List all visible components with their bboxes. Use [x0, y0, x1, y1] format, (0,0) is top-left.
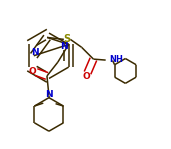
- Text: N: N: [61, 42, 68, 51]
- Text: N: N: [45, 90, 53, 99]
- Text: O: O: [83, 72, 90, 81]
- Text: N: N: [31, 48, 39, 57]
- Text: NH: NH: [109, 55, 123, 64]
- Text: O: O: [29, 67, 36, 76]
- Text: S: S: [63, 34, 70, 44]
